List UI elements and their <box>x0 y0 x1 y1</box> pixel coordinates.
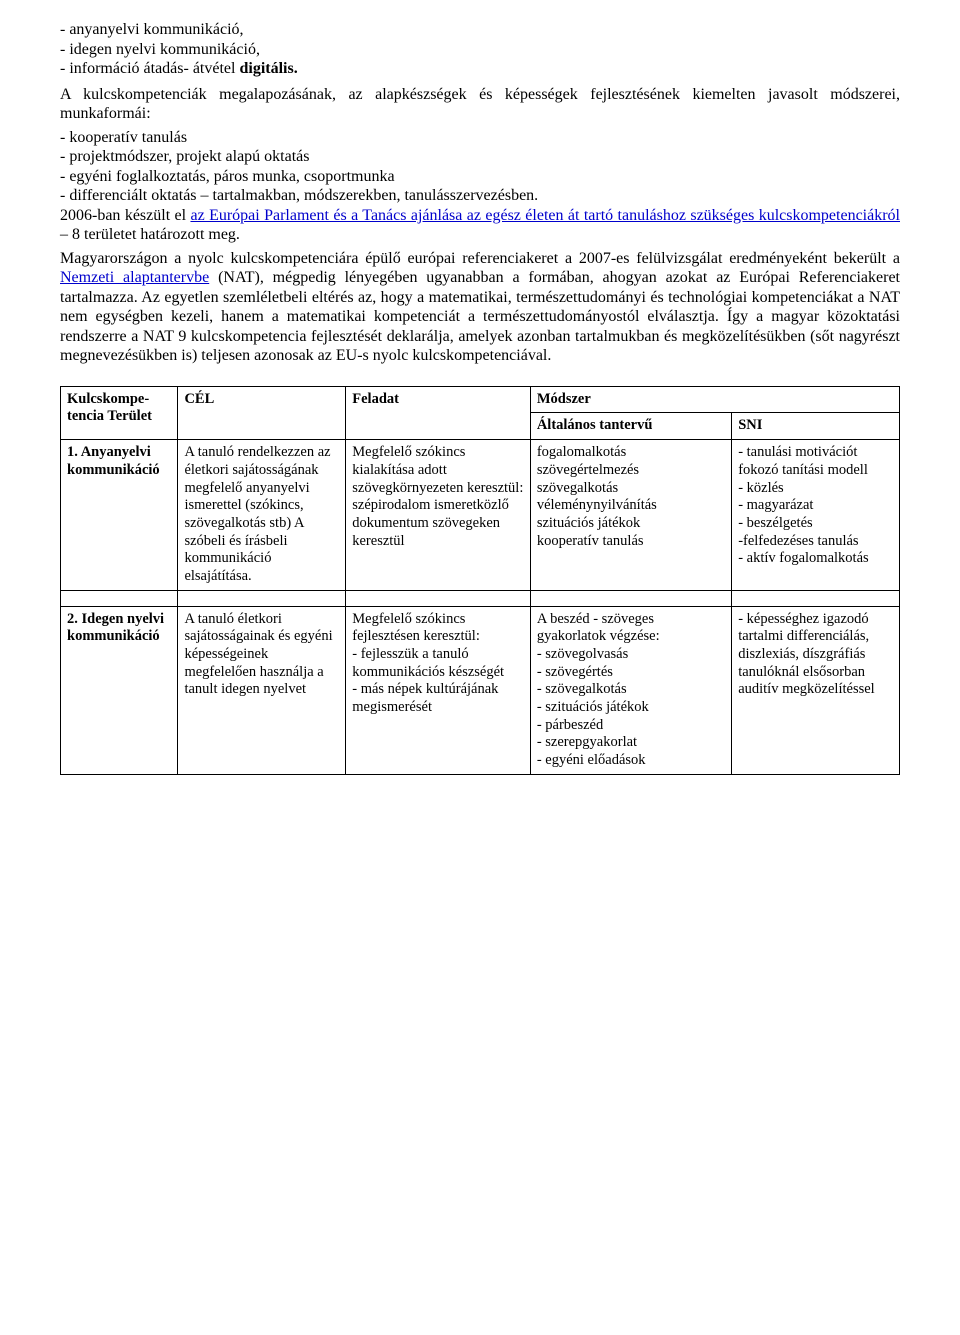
bullet-item: - információ átadás- átvétel digitális. <box>60 59 900 79</box>
table-row: 2. Idegen nyelvi kommunikáció A tanuló é… <box>61 606 900 774</box>
text: Magyarországon a nyolc kulcskompetenciár… <box>60 250 900 267</box>
cell-cel: A tanuló rendelkezzen az életkori sajáto… <box>178 440 346 591</box>
bullet-item: - anyanyelvi kommunikáció, <box>60 20 900 40</box>
th-method: Módszer <box>530 386 899 413</box>
text: 2006-ban készült el <box>60 207 190 224</box>
cell-sni: - képességhez igazodó tartalmi differenc… <box>732 606 900 774</box>
cell-area: 2. Idegen nyelvi kommunikáció <box>61 606 178 774</box>
paragraph-methods-intro: A kulcskompetenciák megalapozásának, az … <box>60 85 900 124</box>
table-header-row: Kulcskompe-tencia Terület CÉL Feladat Mó… <box>61 386 900 413</box>
th-area: Kulcskompe-tencia Terület <box>61 386 178 439</box>
intro-bullets: - anyanyelvi kommunikáció, - idegen nyel… <box>60 20 900 79</box>
paragraph-eu-ref: 2006-ban készült el az Európai Parlament… <box>60 206 900 245</box>
link-nat[interactable]: Nemzeti alaptantervbe <box>60 269 209 286</box>
th-general: Általános tantervű <box>530 413 731 440</box>
th-task: Feladat <box>346 386 531 439</box>
list-item: - projektmódszer, projekt alapú oktatás <box>60 147 900 167</box>
th-sni: SNI <box>732 413 900 440</box>
competence-table: Kulcskompe-tencia Terület CÉL Feladat Mó… <box>60 386 900 775</box>
text: – 8 területet határozott meg. <box>60 226 240 243</box>
cell-area: 1. Anyanyelvi kommunikáció <box>61 440 178 591</box>
methods-list: - kooperatív tanulás - projektmódszer, p… <box>60 128 900 206</box>
paragraph-nat: Magyarországon a nyolc kulcskompetenciár… <box>60 249 900 366</box>
table-row: 1. Anyanyelvi kommunikáció A tanuló rend… <box>61 440 900 591</box>
cell-general: fogalomalkotás szövegértelmezés szövegal… <box>530 440 731 591</box>
bullet-item: - idegen nyelvi kommunikáció, <box>60 40 900 60</box>
list-item: - kooperatív tanulás <box>60 128 900 148</box>
cell-sni: - tanulási motivációt fokozó tanítási mo… <box>732 440 900 591</box>
cell-task: Megfelelő szókincs kialakítása adott szö… <box>346 440 531 591</box>
cell-general: A beszéd - szöveges gyakorlatok végzése:… <box>530 606 731 774</box>
table-gap-row <box>61 590 900 606</box>
cell-cel: A tanuló életkori sajátosságainak és egy… <box>178 606 346 774</box>
link-eu-parliament[interactable]: az Európai Parlament és a Tanács ajánlás… <box>190 207 900 224</box>
list-item: - egyéni foglalkoztatás, páros munka, cs… <box>60 167 900 187</box>
bullet-strong: digitális. <box>239 60 297 77</box>
list-item: - differenciált oktatás – tartalmakban, … <box>60 186 900 206</box>
th-cel: CÉL <box>178 386 346 439</box>
cell-task: Megfelelő szókincs fejlesztésen keresztü… <box>346 606 531 774</box>
bullet-text: - információ átadás- átvétel <box>60 60 239 77</box>
